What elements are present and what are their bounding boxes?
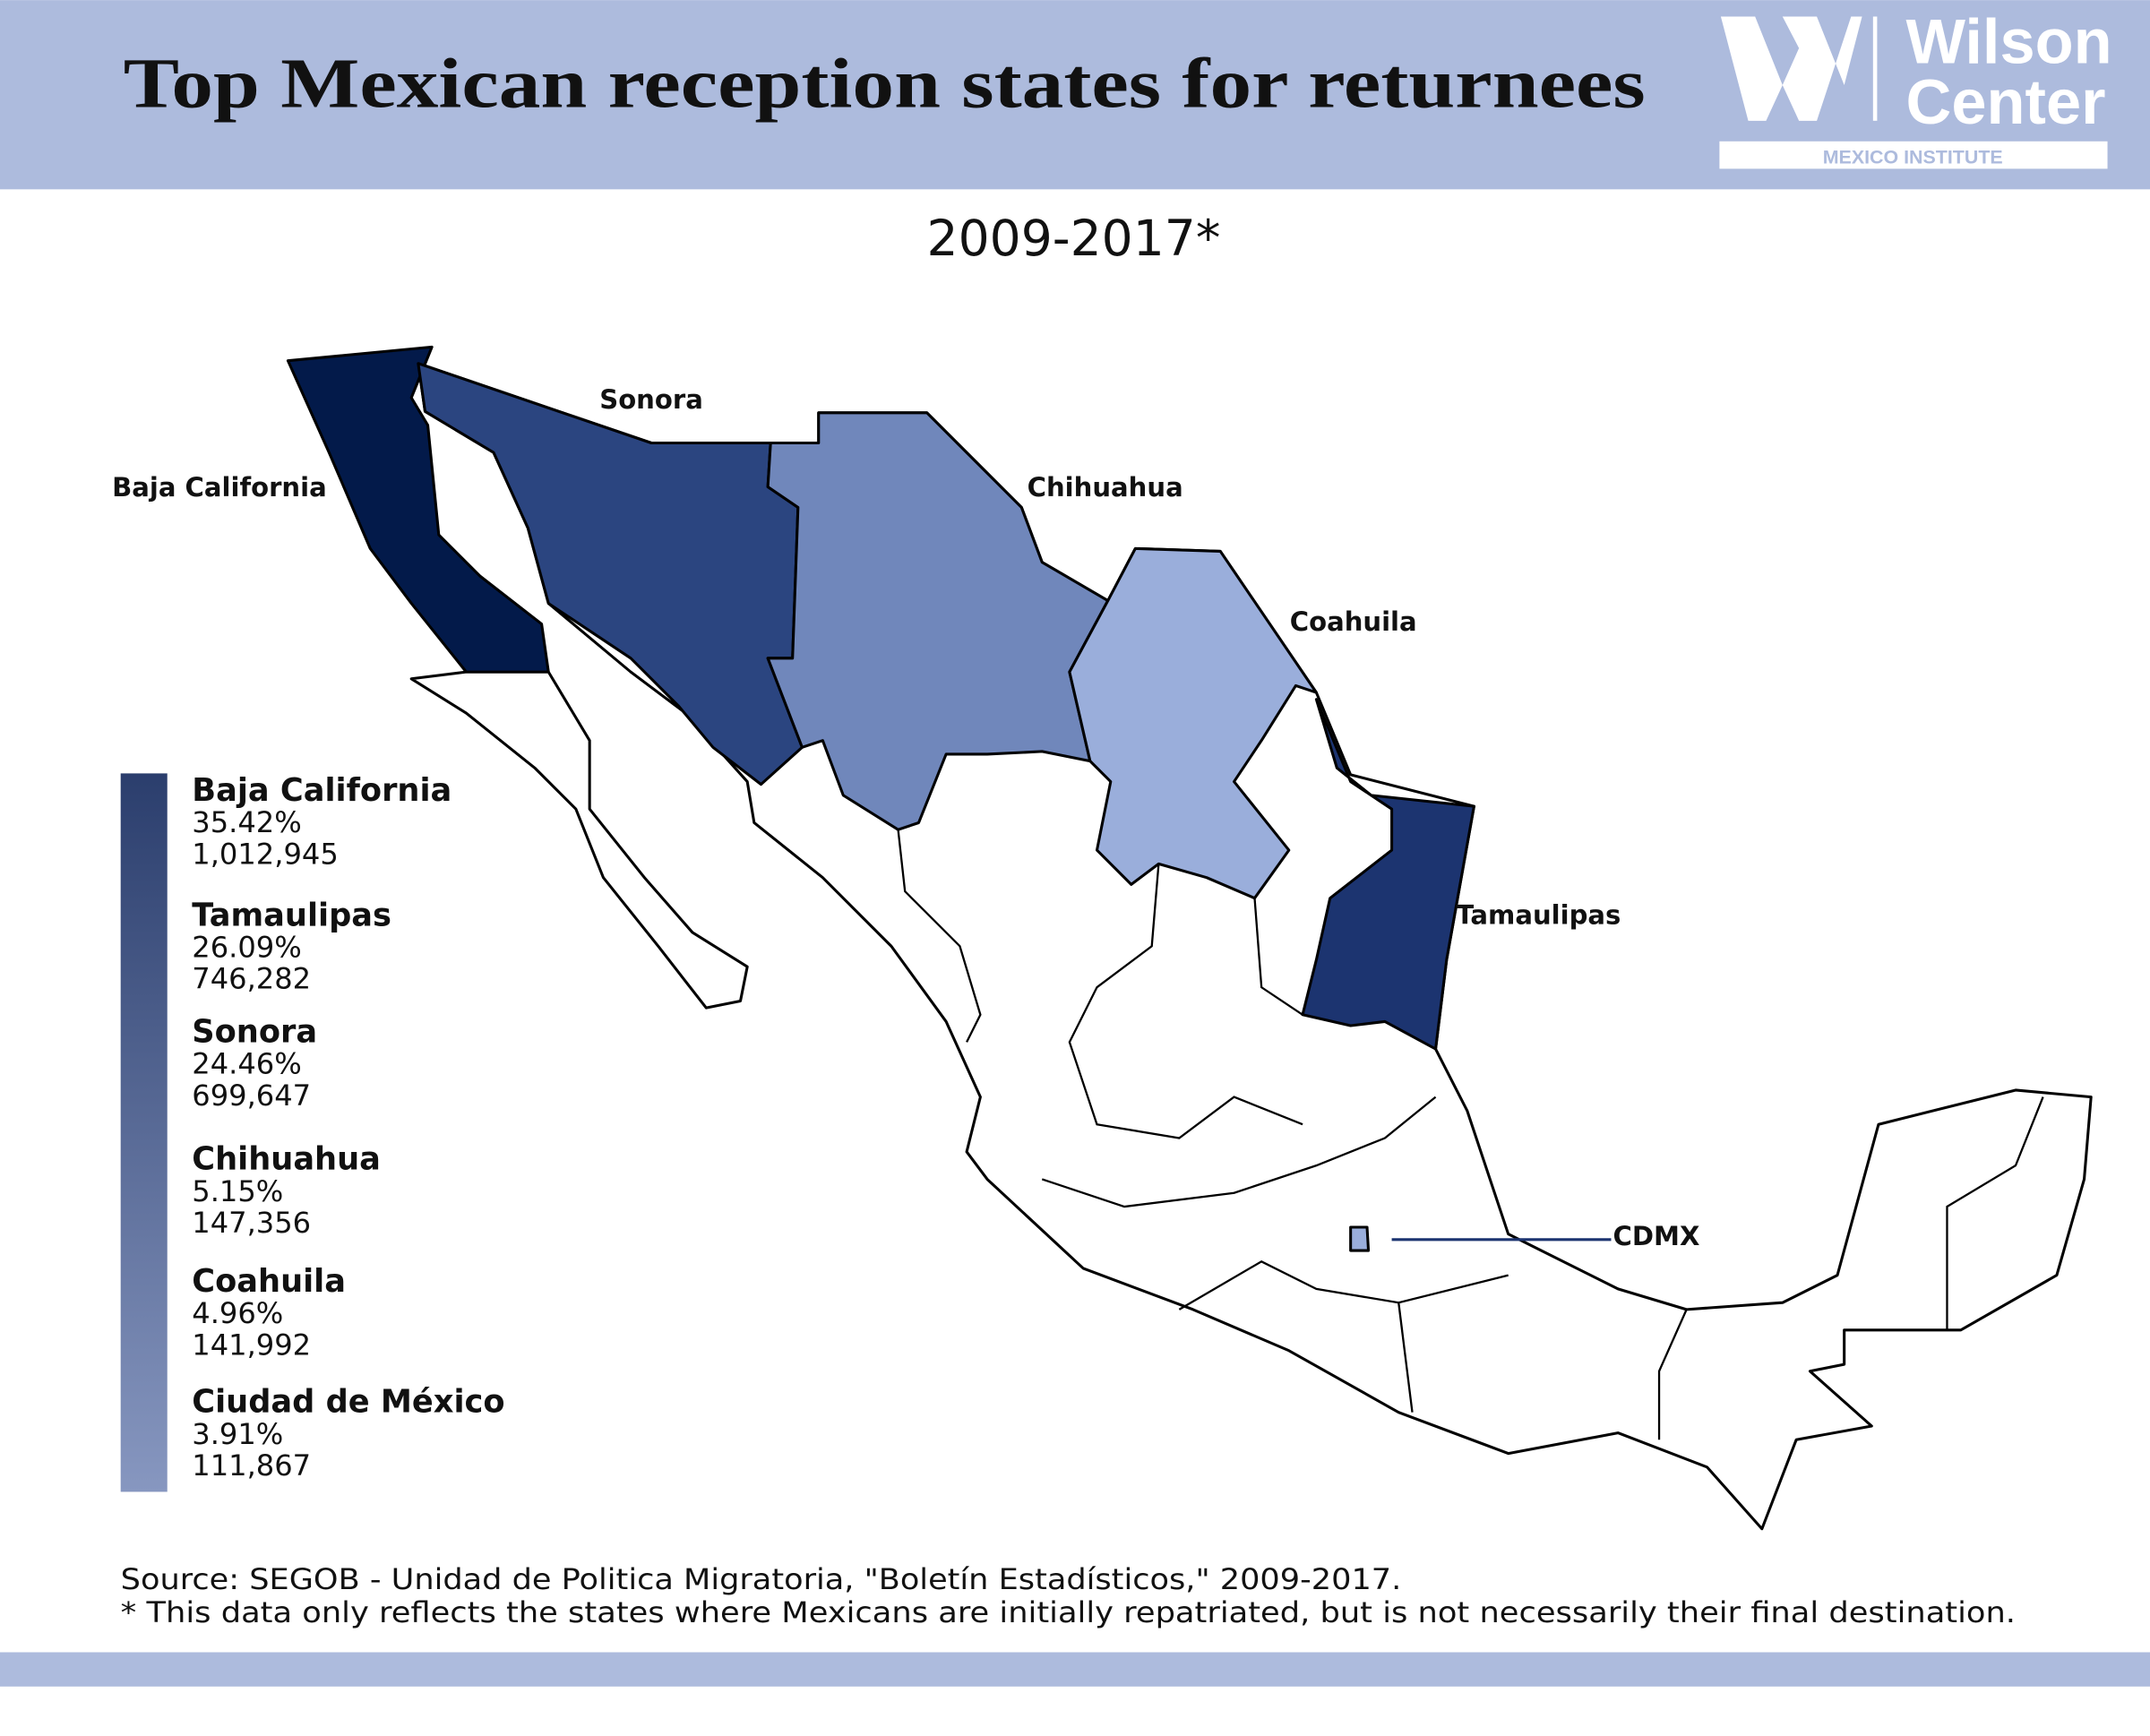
logo-divider [1872, 16, 1878, 121]
tamaulipas [1301, 698, 1475, 1051]
baja-california [286, 345, 550, 674]
state-border [1946, 1096, 2044, 1330]
map-label: CDMX [1613, 1221, 1700, 1251]
logo: Wilson Center MEXICO INSTITUTE [1719, 6, 2112, 169]
legend-count: 1,012,945 [192, 837, 339, 871]
state-border [1178, 1259, 1509, 1311]
legend-count: 141,992 [192, 1328, 311, 1362]
footer-band [0, 1652, 2150, 1687]
state-border [1068, 864, 1303, 1139]
legend-name: Sonora [192, 1013, 317, 1050]
legend-percent: 24.46% [192, 1047, 302, 1081]
legend-name: Baja California [192, 772, 452, 809]
legend-percent: 35.42% [192, 805, 302, 839]
map-label: Chihuahua [1028, 472, 1183, 503]
subtitle: 2009-2017* [927, 210, 1221, 267]
logo-subtitle: MEXICO INSTITUTE [1823, 146, 2003, 168]
map-label: Tamaulipas [1456, 900, 1621, 931]
legend-count: 147,356 [192, 1206, 311, 1240]
legend-count: 746,282 [192, 962, 311, 996]
map-label: Baja California [112, 472, 327, 503]
state-border [1398, 1302, 1414, 1413]
map-label: Sonora [599, 384, 703, 415]
legend-percent: 4.96% [192, 1296, 283, 1330]
logo-mark [1720, 16, 1862, 121]
legend-name: Ciudad de México [192, 1384, 504, 1421]
legend-count: 699,647 [192, 1079, 311, 1113]
chihuahua [766, 411, 1110, 831]
logo-box [1719, 141, 2108, 169]
legend-name: Coahuila [192, 1263, 346, 1300]
map-label: Coahuila [1290, 606, 1417, 637]
legend-percent: 5.15% [192, 1174, 283, 1208]
source: Source: SEGOB - Unidad de Politica Migra… [121, 1562, 1402, 1596]
state-border [897, 829, 982, 1043]
legend-name: Tamaulipas [192, 897, 391, 933]
state-border [1657, 1309, 1688, 1440]
legend-percent: 3.91% [192, 1417, 283, 1451]
baja-sur [409, 670, 749, 1010]
legend-count: 111,867 [192, 1448, 311, 1482]
state-border [1041, 1096, 1437, 1208]
legend-name: Chihuahua [192, 1141, 381, 1178]
logo-line-1: Wilson [1906, 6, 2112, 77]
legend-percent: 26.09% [192, 930, 302, 964]
note: * This data only reflects the states whe… [121, 1595, 2016, 1629]
state-border [1253, 898, 1303, 1016]
map: Sonora Baja California Chihuahua Coahuil… [112, 345, 2093, 1531]
logo-line-2: Center [1906, 66, 2106, 137]
title: Top Mexican reception states for returne… [124, 45, 1646, 124]
legend-bar [120, 773, 168, 1492]
cdmx [1349, 1225, 1371, 1252]
